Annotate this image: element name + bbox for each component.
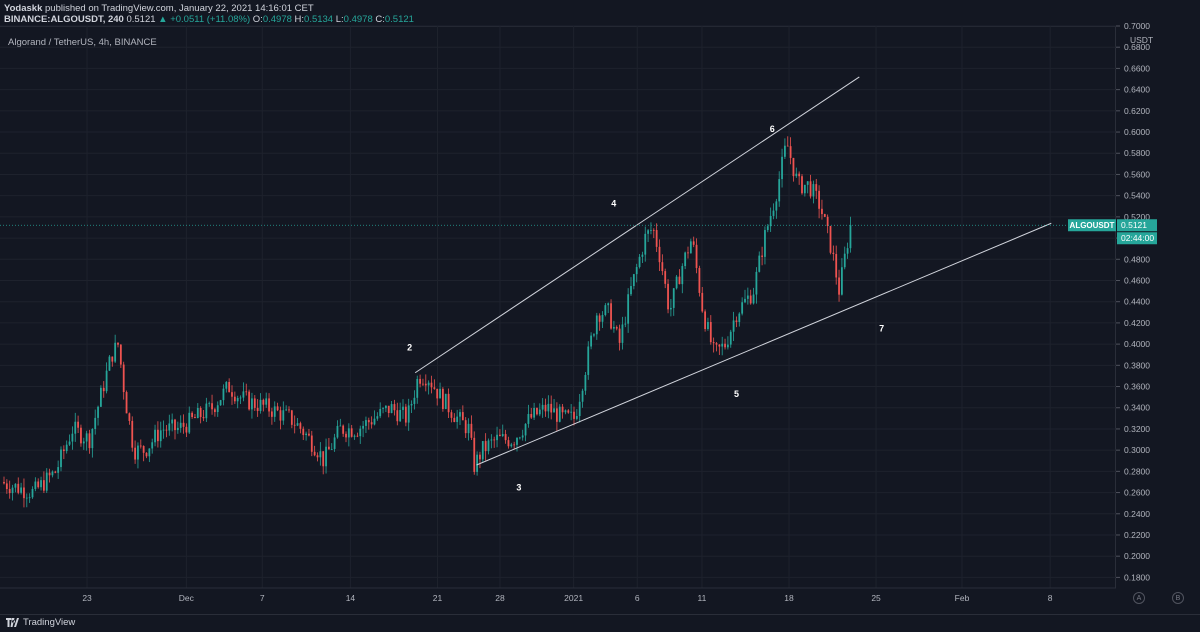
- price-tag-value: 0.5121: [1121, 220, 1147, 230]
- time-tick-label: 7: [260, 593, 265, 603]
- price-tick-label: 0.6400: [1124, 85, 1150, 95]
- price-tick-label: 0.5400: [1124, 191, 1150, 201]
- symbol-line: BINANCE:ALGOUSDT, 240: [4, 14, 124, 25]
- price-tick-label: 0.5600: [1124, 169, 1150, 179]
- countdown-tag-bg: [1117, 232, 1157, 245]
- tradingview-logo[interactable]: TradingView: [6, 617, 75, 628]
- price-tick-label: 0.4600: [1124, 275, 1150, 285]
- log-scale-button[interactable]: B: [1172, 592, 1184, 604]
- price-tick-label: 0.6800: [1124, 42, 1150, 52]
- price-tick-label: 0.4800: [1124, 254, 1150, 264]
- price-tick-label: 0.5800: [1124, 148, 1150, 158]
- price-axis: 0.70000.68000.66000.64000.62000.60000.58…: [1116, 21, 1200, 588]
- header-bar: Yodaskk published on TradingView.com, Ja…: [0, 0, 1200, 26]
- time-tick-label: 6: [635, 593, 640, 603]
- price-tick-label: 0.2200: [1124, 530, 1150, 540]
- price-tag-bg: [1117, 219, 1157, 232]
- open-value: 0.4978: [262, 14, 292, 25]
- time-axis: 23 Dec 7 14 21 28 2021 6 11 18 25 Feb 8: [0, 587, 1116, 603]
- price-change: ▲ +0.0511 (+11.08%): [158, 14, 251, 25]
- open-label: O:: [252, 14, 263, 25]
- price-tick-label: 0.2800: [1124, 466, 1150, 476]
- time-tick-label: Feb: [955, 593, 970, 603]
- footer-bar: [0, 614, 1200, 632]
- high-label: H:: [294, 14, 305, 25]
- low-label: L:: [335, 14, 344, 25]
- price-tick-label: 0.5200: [1124, 212, 1150, 222]
- price-tick-label: 0.4400: [1124, 297, 1150, 307]
- price-tick-label: 0.6600: [1124, 63, 1150, 73]
- auto-scale-button[interactable]: A: [1133, 592, 1145, 604]
- close-label: C:: [375, 14, 385, 25]
- time-tick-label: 23: [82, 593, 92, 603]
- countdown-tag-value: 02:44:00: [1121, 233, 1154, 243]
- time-tick-label: 18: [784, 593, 794, 603]
- price-tick-label: 0.2600: [1124, 488, 1150, 498]
- close-value: 0.5121: [384, 14, 414, 25]
- high-value: 0.5134: [304, 14, 334, 25]
- price-tick-label: 0.6200: [1124, 106, 1150, 116]
- price-tick-label: 0.3000: [1124, 445, 1150, 455]
- price-tick-label: 0.2400: [1124, 509, 1150, 519]
- published-text: published on TradingView.com, January 22…: [45, 3, 314, 14]
- price-axis-bg: [1116, 26, 1200, 588]
- price-tick-label: 0.3600: [1124, 382, 1150, 392]
- price-tick-label: 0.6000: [1124, 127, 1150, 137]
- publish-info: Yodaskk published on TradingView.com, Ja…: [4, 3, 314, 14]
- time-tick-label: 14: [346, 593, 356, 603]
- price-unit-label: USDT: [1130, 35, 1153, 45]
- author-name[interactable]: Yodaskk: [4, 3, 43, 14]
- price-tick-label: 0.4200: [1124, 318, 1150, 328]
- price-tick-label: 0.5000: [1124, 233, 1150, 243]
- price-tick-label: 0.1800: [1124, 572, 1150, 582]
- tradingview-logo-icon: [6, 618, 19, 627]
- time-tick-label: 11: [698, 593, 707, 603]
- time-tick-label: 2021: [564, 593, 583, 603]
- series-legend: Algorand / TetherUS, 4h, BINANCE: [8, 37, 157, 48]
- time-tick-label: 8: [1048, 593, 1053, 603]
- last-price: 0.5121: [126, 14, 156, 25]
- low-value: 0.4978: [343, 14, 373, 25]
- time-tick-label: 28: [495, 593, 505, 603]
- symbol-info: BINANCE:ALGOUSDT, 240 0.5121 ▲ +0.0511 (…: [4, 14, 414, 25]
- time-tick-label: 25: [871, 593, 881, 603]
- time-tick-label: Dec: [179, 593, 195, 603]
- chart-pane[interactable]: [0, 26, 1116, 588]
- price-tick-label: 0.2000: [1124, 551, 1150, 561]
- price-tick-label: 0.3800: [1124, 360, 1150, 370]
- price-tick-label: 0.4000: [1124, 339, 1150, 349]
- price-tick-label: 0.3400: [1124, 403, 1150, 413]
- brand-label: TradingView: [23, 617, 76, 628]
- time-tick-label: 21: [433, 593, 443, 603]
- price-tick-label: 0.3200: [1124, 424, 1150, 434]
